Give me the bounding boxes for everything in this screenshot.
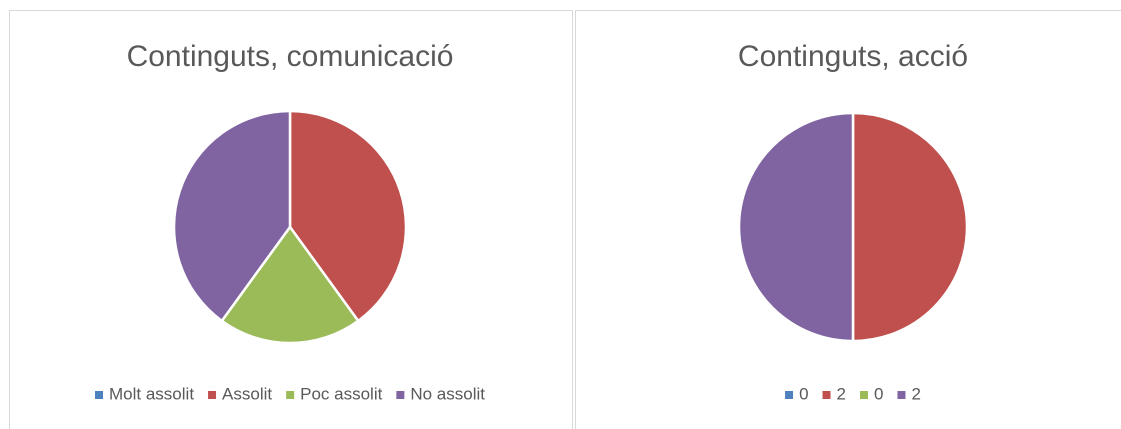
legend-label: Molt assolit xyxy=(109,384,194,403)
legend-label: Assolit xyxy=(222,384,272,403)
legend-label: No assolit xyxy=(410,384,485,403)
chart-title: Continguts, comunicació xyxy=(127,40,454,73)
legend-label: 2 xyxy=(837,384,846,403)
pie-slice xyxy=(737,111,855,343)
chart-title: Continguts, acció xyxy=(738,40,968,73)
pie-slice xyxy=(220,224,360,345)
legend-label: 0 xyxy=(799,384,808,403)
legend-swatch xyxy=(286,391,295,399)
pie-slice xyxy=(288,109,408,323)
legend-swatch xyxy=(95,391,104,399)
legend-swatch xyxy=(785,391,794,399)
legend-swatch xyxy=(208,391,217,399)
legend-swatch xyxy=(396,391,405,399)
legend-swatch xyxy=(860,391,868,399)
legend-swatch xyxy=(897,391,906,399)
pie-slice xyxy=(851,111,969,343)
legend-label: Poc assolit xyxy=(300,384,382,403)
legend-swatch xyxy=(822,391,831,399)
legend-label: 2 xyxy=(911,384,920,403)
pie-slice xyxy=(172,109,292,323)
legend-label: 0 xyxy=(874,384,883,403)
